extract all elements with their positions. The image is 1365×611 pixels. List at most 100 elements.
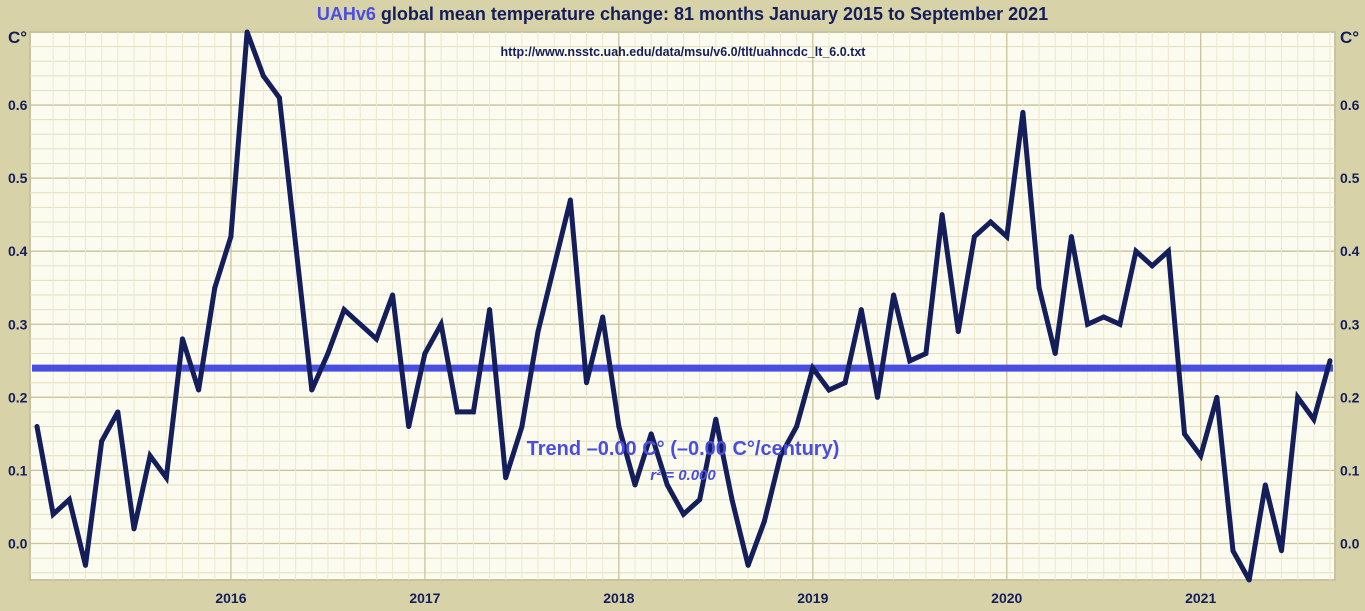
x-tick-label: 2020 <box>991 590 1022 606</box>
y-tick-label-right: 0.6 <box>1340 97 1360 113</box>
data-point <box>923 350 929 356</box>
data-point <box>276 95 282 101</box>
source-url: http://www.nsstc.uah.edu/data/msu/v6.0/t… <box>501 45 867 59</box>
data-point <box>1198 453 1204 459</box>
data-point <box>874 394 880 400</box>
data-point <box>179 336 185 342</box>
data-point <box>1133 248 1139 254</box>
data-point <box>551 263 557 269</box>
data-point <box>826 387 832 393</box>
data-point <box>1101 314 1107 320</box>
y-tick-labels: 0.0 0.0 0.1 0.1 0.2 0.2 0.3 0.3 0.4 0.4 0.5 0.5 0.6 0… <box>8 97 1360 551</box>
data-point <box>1020 109 1026 115</box>
data-point <box>988 219 994 225</box>
data-point <box>842 380 848 386</box>
data-point <box>1295 394 1301 400</box>
data-point <box>422 350 428 356</box>
data-point <box>697 497 703 503</box>
y-unit-left: C° <box>8 28 27 47</box>
y-tick-label-right: 0.1 <box>1340 462 1360 478</box>
y-tick-label-left: 0.3 <box>8 316 28 332</box>
data-point <box>438 321 444 327</box>
data-point <box>325 350 331 356</box>
data-point <box>1004 234 1010 240</box>
data-point <box>664 482 670 488</box>
data-point <box>50 511 56 517</box>
data-point <box>729 497 735 503</box>
data-point <box>454 409 460 415</box>
x-tick-label: 2016 <box>215 590 246 606</box>
data-point <box>1068 234 1074 240</box>
data-point <box>260 73 266 79</box>
r-squared-label: r² = 0.000 <box>650 467 716 484</box>
data-point <box>971 234 977 240</box>
data-point <box>357 321 363 327</box>
data-point <box>470 409 476 415</box>
x-tick-label: 2019 <box>797 590 828 606</box>
plot-area <box>29 31 1336 581</box>
data-point <box>131 526 137 532</box>
data-point <box>503 475 509 481</box>
data-point <box>1311 416 1317 422</box>
data-point <box>1182 431 1188 437</box>
y-unit-right: C° <box>1340 28 1359 47</box>
data-point <box>82 562 88 568</box>
y-tick-label-left: 0.4 <box>8 243 28 259</box>
data-point <box>244 29 250 35</box>
data-point <box>1262 482 1268 488</box>
y-tick-label-left: 0.1 <box>8 462 28 478</box>
data-points <box>34 29 1333 583</box>
y-tick-label-left: 0.5 <box>8 170 28 186</box>
x-tick-label: 2017 <box>409 590 440 606</box>
data-point <box>115 409 121 415</box>
data-point <box>713 416 719 422</box>
data-point <box>212 285 218 291</box>
data-point <box>600 314 606 320</box>
x-tick-labels: 2016 2017 2018 2019 2020 2021 <box>215 590 1216 606</box>
data-point <box>648 431 654 437</box>
data-point <box>761 519 767 525</box>
data-point <box>163 475 169 481</box>
data-point <box>1214 394 1220 400</box>
data-point <box>519 424 525 430</box>
y-tick-label-right: 0.0 <box>1340 535 1360 551</box>
trend-label: Trend –0.00 C° (–0.00 C°/century) <box>527 438 840 460</box>
y-tick-label-right: 0.4 <box>1340 243 1360 259</box>
data-point <box>309 387 315 393</box>
y-tick-label-left: 0.2 <box>8 389 28 405</box>
data-point <box>955 329 961 335</box>
x-tick-label: 2018 <box>603 590 634 606</box>
data-point <box>794 424 800 430</box>
data-point <box>406 424 412 430</box>
data-point <box>616 424 622 430</box>
data-point <box>567 197 573 203</box>
data-point <box>341 307 347 313</box>
y-tick-label-left: 0.6 <box>8 97 28 113</box>
data-point <box>99 438 105 444</box>
y-tick-label-right: 0.3 <box>1340 316 1360 332</box>
data-point <box>907 358 913 364</box>
data-point <box>1052 350 1058 356</box>
data-point <box>632 482 638 488</box>
data-point <box>487 307 493 313</box>
data-point <box>1279 548 1285 554</box>
data-point <box>1117 321 1123 327</box>
y-tick-label-right: 0.2 <box>1340 389 1360 405</box>
data-point <box>147 453 153 459</box>
data-point <box>1327 358 1333 364</box>
y-tick-label-left: 0.0 <box>8 535 28 551</box>
data-point <box>1230 548 1236 554</box>
chart-title-text: global mean temperature change: 81 month… <box>375 4 1049 24</box>
grid <box>30 32 1335 580</box>
chart-title-accent: UAHv6 <box>316 4 376 24</box>
data-point <box>535 329 541 335</box>
data-point <box>745 562 751 568</box>
data-point <box>228 234 234 240</box>
data-point <box>777 453 783 459</box>
data-point <box>584 380 590 386</box>
data-point <box>939 212 945 218</box>
data-point <box>196 387 202 393</box>
data-point <box>1149 263 1155 269</box>
data-point <box>891 292 897 298</box>
